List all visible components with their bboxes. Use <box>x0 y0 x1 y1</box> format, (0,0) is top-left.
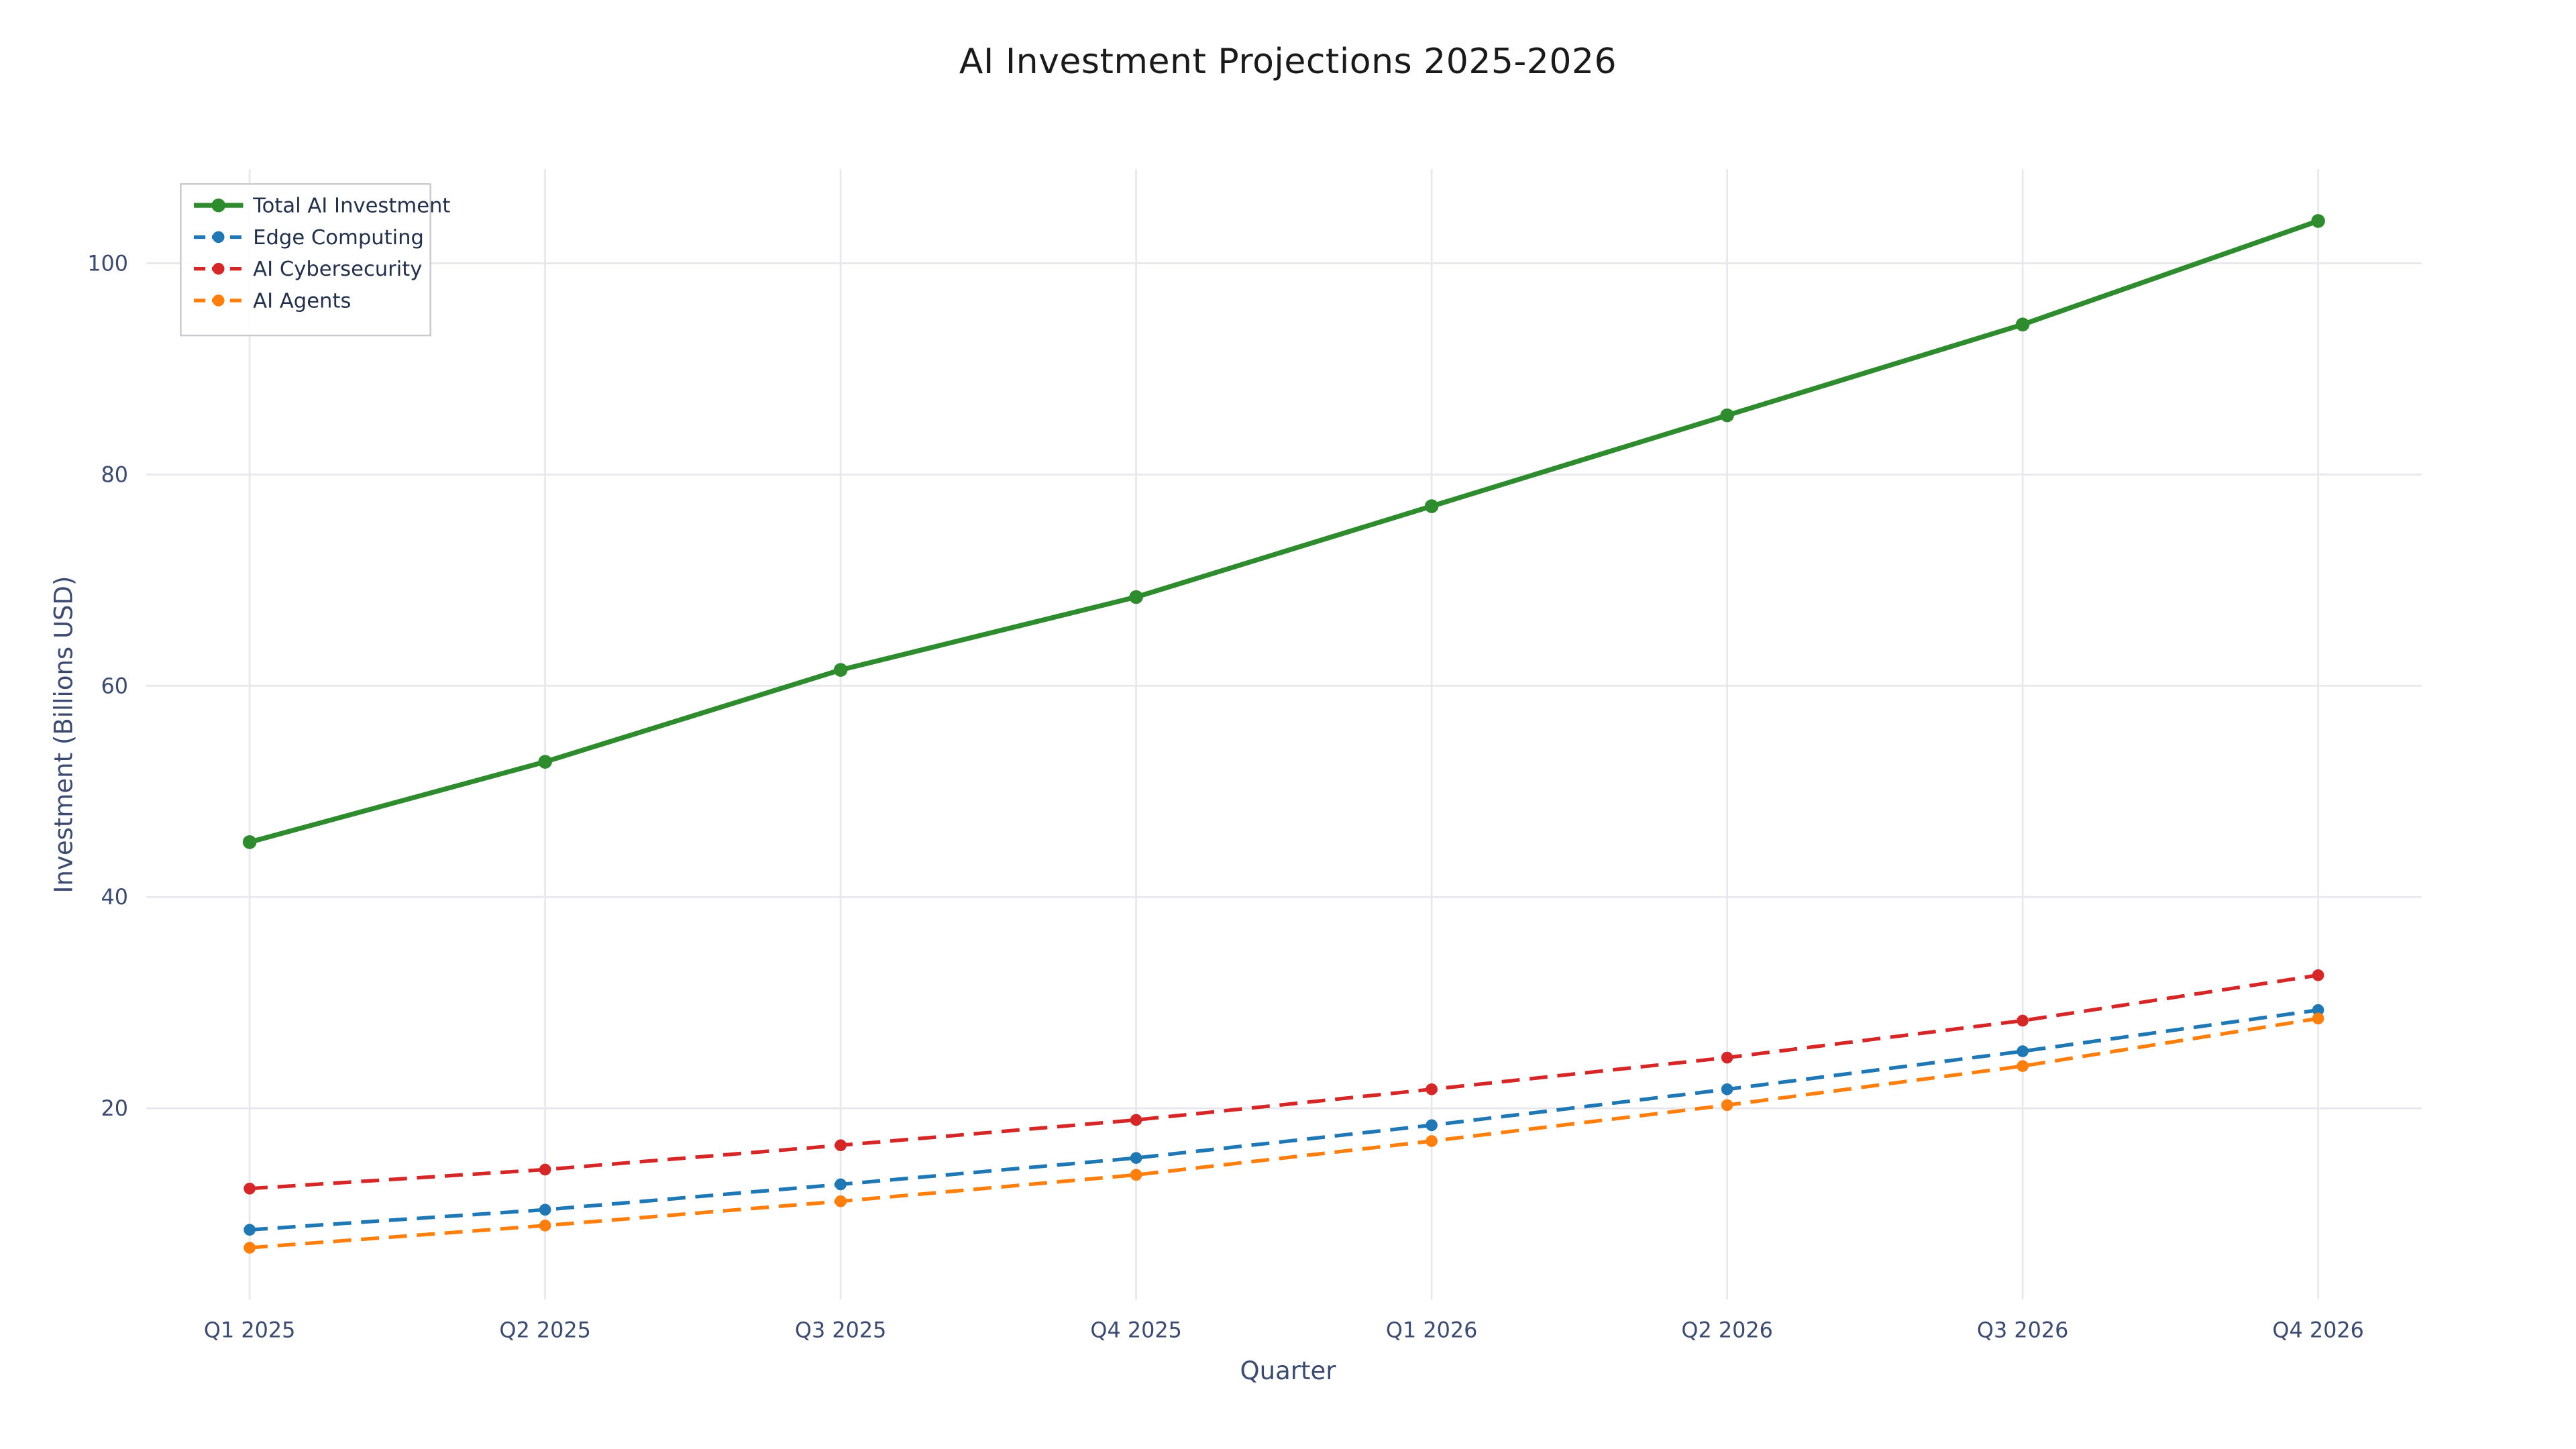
data-point-ai-agents <box>1426 1135 1438 1147</box>
data-point-ai-agents <box>2017 1060 2029 1072</box>
data-point-total-ai-investment <box>242 835 257 849</box>
data-point-ai-cybersecurity <box>2312 969 2324 981</box>
y-tick-label: 20 <box>101 1095 129 1121</box>
series-line-ai-cybersecurity <box>249 973 2319 1191</box>
legend-item-edge-computing: Edge Computing <box>193 226 424 250</box>
legend-item-total-ai-investment: Total AI Investment <box>193 195 450 218</box>
legend-marker <box>211 198 225 213</box>
data-point-ai-agents <box>835 1195 847 1208</box>
data-point-total-ai-investment <box>538 755 552 769</box>
y-tick-label: 100 <box>87 250 128 276</box>
legend-item-ai-cybersecurity: AI Cybersecurity <box>193 258 422 281</box>
y-tick-label: 60 <box>101 673 129 698</box>
x-tick-label: Q2 2026 <box>1681 1317 1772 1342</box>
x-tick-label: Q4 2025 <box>1090 1317 1181 1342</box>
data-point-ai-agents <box>244 1242 256 1254</box>
x-tick-label: Q1 2025 <box>204 1317 295 1342</box>
y-tick-label: 80 <box>101 462 129 487</box>
x-tick-label: Q2 2025 <box>499 1317 590 1342</box>
chart-title: AI Investment Projections 2025-2026 <box>959 42 1617 82</box>
data-point-edge-computing <box>539 1203 551 1216</box>
legend-marker <box>212 262 225 275</box>
data-point-total-ai-investment <box>1720 408 1734 423</box>
data-point-edge-computing <box>2312 1004 2324 1016</box>
data-point-ai-cybersecurity <box>1721 1051 1733 1064</box>
data-point-edge-computing <box>2017 1045 2029 1057</box>
data-point-total-ai-investment <box>2311 214 2325 228</box>
data-point-ai-cybersecurity <box>539 1163 551 1176</box>
legend-label: Edge Computing <box>253 226 424 250</box>
tick-labels: 20 40 60 80 100 Q1 2025 Q2 2025 Q3 2025 Q4 2025 Q… <box>87 250 2364 1342</box>
legend-label: AI Agents <box>253 289 351 313</box>
data-point-total-ai-investment <box>833 663 848 677</box>
data-point-ai-agents <box>2312 1012 2324 1025</box>
data-point-edge-computing <box>1426 1119 1438 1132</box>
data-point-edge-computing <box>1721 1083 1733 1095</box>
data-point-ai-agents <box>1130 1169 1142 1181</box>
data-point-edge-computing <box>1130 1152 1142 1164</box>
data-point-ai-cybersecurity <box>1130 1114 1142 1126</box>
data-point-ai-agents <box>1721 1099 1733 1112</box>
data-point-ai-cybersecurity <box>2017 1014 2029 1027</box>
legend-label: AI Cybersecurity <box>253 258 422 281</box>
legend-label: Total AI Investment <box>252 195 450 218</box>
data-point-edge-computing <box>244 1224 256 1236</box>
legend-marker <box>212 294 225 307</box>
legend: Total AI Investment Edge Computing AI Cybe… <box>180 183 450 337</box>
legend-marker <box>212 231 225 244</box>
data-point-ai-agents <box>539 1220 551 1232</box>
y-axis-label: Investment (Billions USD) <box>49 576 78 894</box>
series-ai-agents <box>244 1012 2324 1254</box>
data-point-total-ai-investment <box>1129 590 1143 604</box>
x-tick-label: Q1 2026 <box>1386 1317 1477 1342</box>
x-tick-label: Q3 2025 <box>795 1317 886 1342</box>
series-line-edge-computing <box>249 1008 2318 1232</box>
x-tick-label: Q3 2026 <box>1977 1317 2068 1342</box>
series-line-total-ai-investment <box>249 218 2319 845</box>
series-line-ai-agents <box>249 1016 2319 1250</box>
x-axis-label: Quarter <box>1240 1356 1336 1385</box>
data-point-edge-computing <box>835 1178 847 1191</box>
data-point-ai-cybersecurity <box>1426 1083 1438 1095</box>
series-edge-computing <box>244 1004 2324 1236</box>
data-point-total-ai-investment <box>2015 317 2030 332</box>
data-point-ai-cybersecurity <box>244 1182 256 1195</box>
grid <box>146 169 2422 1300</box>
series-ai-cybersecurity <box>244 969 2324 1195</box>
data-point-total-ai-investment <box>1424 499 1439 513</box>
data-point-ai-cybersecurity <box>835 1139 847 1152</box>
series-total-ai-investment <box>242 214 2325 849</box>
legend-item-ai-agents: AI Agents <box>193 289 351 313</box>
x-tick-label: Q4 2026 <box>2272 1317 2363 1342</box>
y-tick-label: 40 <box>101 884 129 910</box>
